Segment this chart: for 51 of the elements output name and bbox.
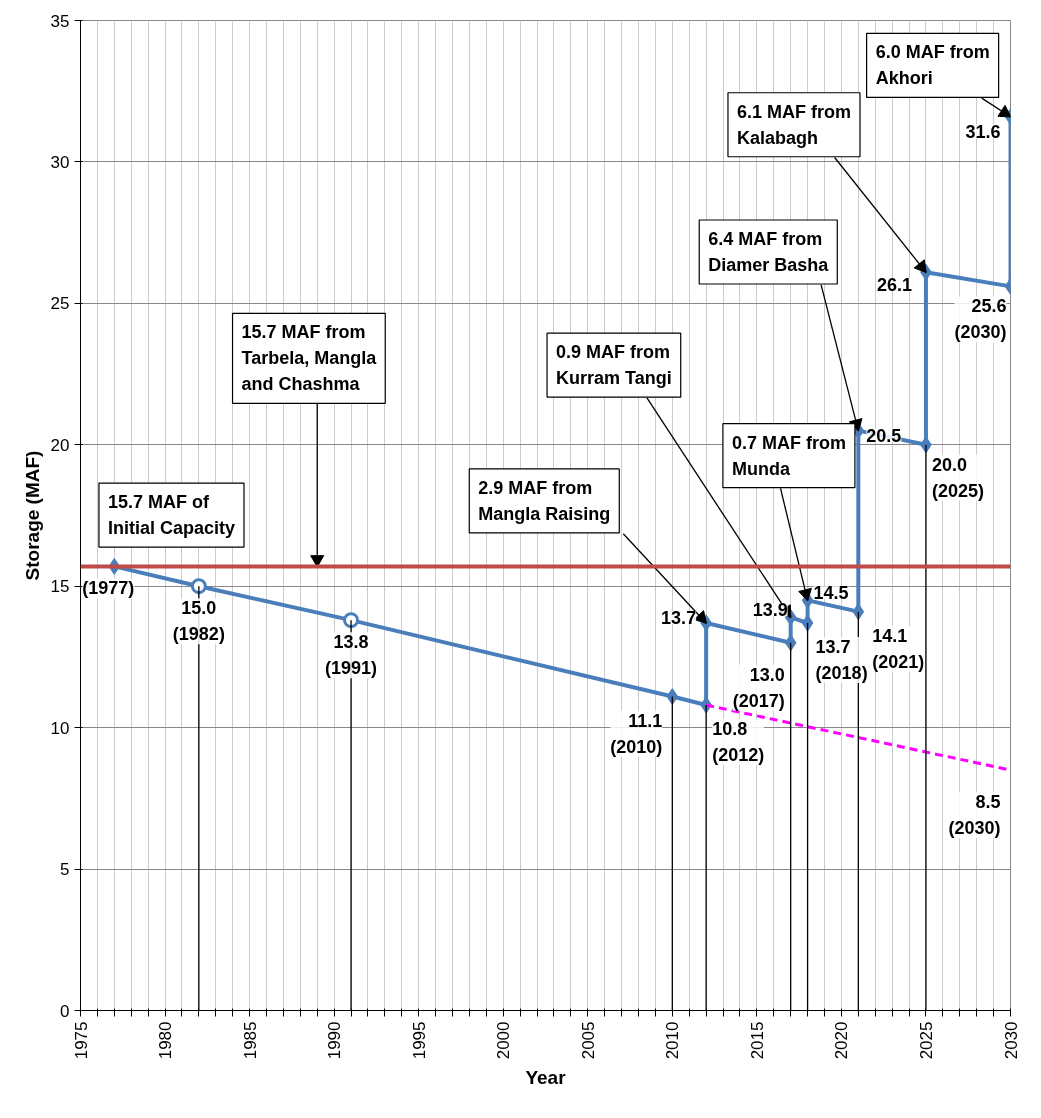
y-axis-title: Storage (MAF)	[21, 450, 43, 581]
data-label: 10.8 (2012)	[712, 719, 765, 766]
annotation: 6.1 MAF from Kalabagh	[736, 101, 851, 148]
data-label: 25.6 (2030)	[954, 296, 1007, 343]
data-label: 31.6	[965, 121, 1001, 142]
x-tick-label: 2015	[747, 1021, 767, 1060]
data-label: 20.0 (2025)	[931, 454, 984, 501]
y-tick-label: 20	[50, 435, 70, 455]
annotation: 0.7 MAF from Munda	[731, 432, 846, 479]
y-tick-label: 30	[50, 152, 70, 172]
annotation: 2.9 MAF from Mangla Raising	[478, 477, 611, 524]
x-tick-label: 2025	[916, 1021, 936, 1060]
x-tick-label: 1975	[71, 1021, 91, 1060]
x-tick-label: 2030	[1001, 1021, 1021, 1060]
annotation: 15.7 MAF of Initial Capacity	[107, 492, 235, 539]
data-label: 13.0 (2017)	[732, 664, 785, 711]
data-label: 14.5	[813, 583, 849, 604]
annotation: 0.9 MAF from Kurram Tangi	[556, 342, 672, 389]
y-tick-label: 25	[50, 294, 70, 314]
x-tick-label: 2010	[663, 1021, 683, 1060]
point	[784, 634, 797, 652]
annotation: 15.7 MAF from Tarbela, Mangla and Chashma	[241, 322, 378, 395]
y-tick-label: 5	[60, 860, 70, 880]
x-tick-label: 1990	[325, 1021, 345, 1060]
data-label: 13.8 (1991)	[325, 632, 378, 679]
x-axis-title: Year	[525, 1067, 567, 1089]
data-label: 20.5	[866, 425, 902, 446]
data-label: 15.0 (1982)	[172, 598, 225, 645]
x-tick-label: 1985	[240, 1021, 260, 1060]
data-label: 13.9	[752, 600, 788, 621]
point	[801, 614, 814, 632]
data-label: 8.5 (2030)	[948, 792, 1001, 839]
annotation: 6.4 MAF from Diamer Basha	[708, 229, 830, 276]
annotation: (1977)	[82, 578, 135, 599]
x-tick-label: 1995	[409, 1021, 429, 1060]
data-label: 13.7	[661, 607, 697, 628]
x-tick-label: 1980	[156, 1021, 176, 1060]
x-tick-label: 2005	[578, 1021, 598, 1060]
annotation: 6.0 MAF from Akhori	[875, 42, 990, 89]
x-tick-label: 2020	[832, 1021, 852, 1060]
y-tick-label: 35	[50, 11, 70, 31]
y-tick-label: 15	[50, 577, 70, 597]
data-label: 13.7 (2018)	[815, 636, 868, 683]
y-tick-label: 10	[50, 718, 70, 738]
y-tick-label: 0	[60, 1001, 70, 1021]
data-label: 26.1	[876, 275, 912, 296]
x-tick-label: 2000	[494, 1021, 514, 1060]
data-label: 14.1 (2021)	[872, 625, 925, 672]
point	[666, 688, 679, 706]
point	[852, 603, 865, 621]
data-label: 11.1 (2010)	[610, 710, 663, 757]
